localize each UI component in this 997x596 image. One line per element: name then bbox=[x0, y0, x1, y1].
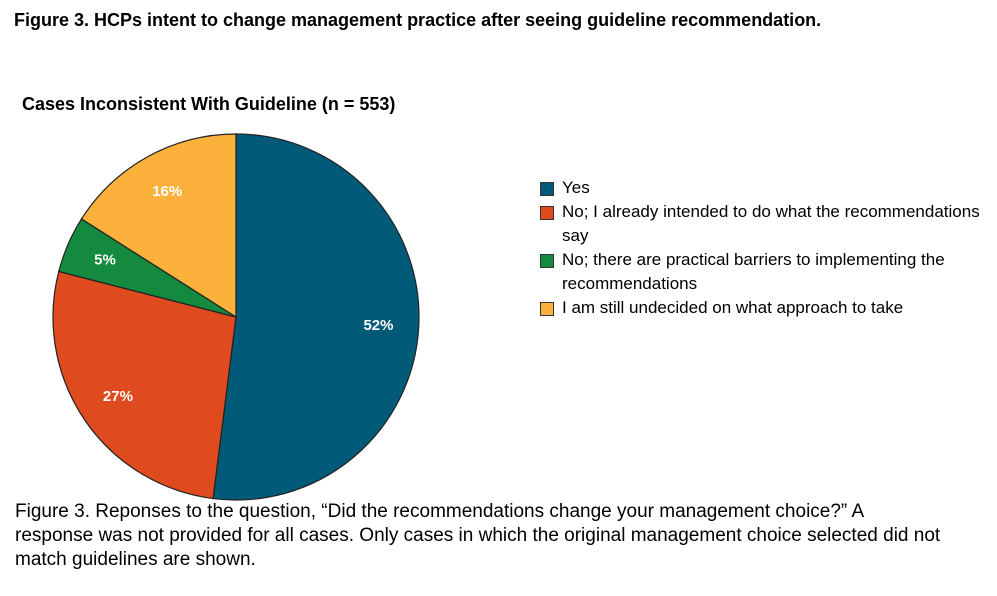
legend-label: No; I already intended to do what the re… bbox=[562, 202, 980, 245]
legend: Yes No; I already intended to do what the… bbox=[540, 176, 980, 320]
caption: Figure 3. Reponses to the question, “Did… bbox=[15, 501, 941, 570]
legend-item: No; I already intended to do what the re… bbox=[540, 200, 980, 248]
legend-label: No; there are practical barriers to impl… bbox=[562, 250, 945, 293]
legend-item: I am still undecided on what approach to… bbox=[540, 296, 980, 320]
data-label: 16% bbox=[152, 183, 182, 200]
figure-title: Figure 3. HCPs intent to change manageme… bbox=[14, 10, 822, 30]
legend-label: I am still undecided on what approach to… bbox=[562, 298, 904, 317]
legend-swatch bbox=[540, 206, 554, 220]
legend-swatch bbox=[540, 254, 554, 268]
pie-chart: 52% 27% 5% 16% bbox=[52, 133, 420, 501]
legend-item: No; there are practical barriers to impl… bbox=[540, 248, 980, 296]
data-label: 27% bbox=[103, 388, 133, 405]
pie-slice bbox=[212, 133, 420, 501]
data-label: 5% bbox=[94, 251, 116, 268]
pie-slice bbox=[52, 270, 237, 500]
chart-title: Cases Inconsistent With Guideline (n = 5… bbox=[22, 94, 396, 114]
legend-swatch bbox=[540, 182, 554, 196]
pie-slice bbox=[80, 133, 237, 319]
legend-label: Yes bbox=[562, 178, 590, 197]
legend-item: Yes bbox=[540, 176, 980, 200]
data-label: 52% bbox=[363, 317, 393, 334]
legend-swatch bbox=[540, 302, 554, 316]
